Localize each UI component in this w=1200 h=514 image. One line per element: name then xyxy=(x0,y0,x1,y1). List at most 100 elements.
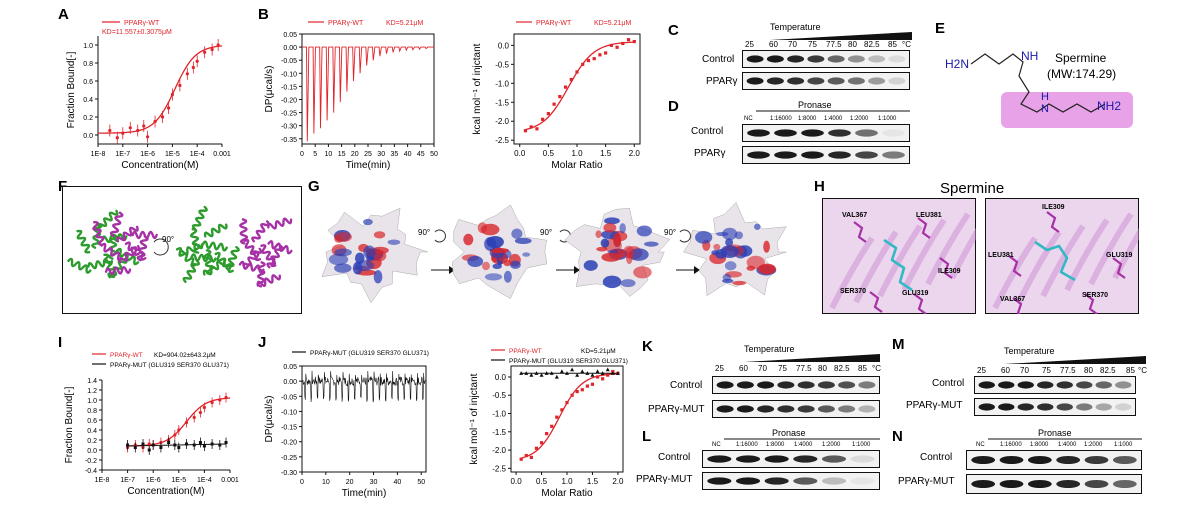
x-tick-label: 1E-6 xyxy=(140,151,155,158)
blot-band xyxy=(757,405,775,413)
y-tick-label: 0.05 xyxy=(283,364,297,371)
blot-band xyxy=(1076,403,1093,411)
x-axis-title: Time(min) xyxy=(346,160,391,171)
kd-label: KD=5.21μM xyxy=(581,348,616,355)
y-tick-label: -2.0 xyxy=(495,117,509,126)
blot-band xyxy=(817,405,835,413)
pronase-ticks: NC 1:16000 1:8000 1:4000 1:2000 1:1000 xyxy=(702,442,882,452)
blot-row-label: PPARγ xyxy=(694,148,726,159)
panel-letter-b: B xyxy=(258,6,269,23)
blot-c-ppar xyxy=(742,72,910,90)
blot-frame xyxy=(742,124,910,142)
helix xyxy=(251,220,270,243)
surface-patch xyxy=(595,230,602,238)
y-tick-label: -0.35 xyxy=(281,137,297,144)
helix xyxy=(131,230,158,240)
blot-band xyxy=(1056,403,1073,411)
blot-band xyxy=(746,55,764,63)
x-tick-label: 50 xyxy=(430,151,438,158)
spermine-structure: H2N NH H N NH2 Spermine (MW:174.29) xyxy=(945,49,1133,128)
surface-patch xyxy=(509,260,521,269)
y-tick-label: 1.4 xyxy=(87,378,97,385)
legend-label: PPARγ-WT xyxy=(110,352,143,359)
surface-patch xyxy=(371,246,389,255)
data-point xyxy=(178,83,182,88)
y-axis-title: Fraction Bound[-] xyxy=(66,51,77,128)
data-point xyxy=(575,70,579,74)
x-tick-label: 1E-6 xyxy=(146,477,161,484)
data-point xyxy=(202,405,206,410)
residue-label: SER370 xyxy=(1082,292,1109,299)
data-point xyxy=(559,369,564,374)
helix xyxy=(243,239,262,262)
blot-band xyxy=(858,405,876,413)
data-point xyxy=(539,441,544,445)
x-tick-label: 50 xyxy=(417,479,425,486)
residue-label: GLU319 xyxy=(902,290,929,297)
blot-row-label: PPARγ-MUT xyxy=(648,404,705,415)
fit-line-mut xyxy=(127,443,227,447)
blot-band xyxy=(847,55,865,63)
x-tick-label: 2.0 xyxy=(629,149,641,158)
chart-a: 1E-8 1E-7 1E-6 1E-5 1E-4 0.001 0.0 0.2 0.4 0.6 0.8… xyxy=(66,20,231,171)
kd-label: KD=5.21μM xyxy=(386,20,423,27)
data-point xyxy=(595,369,600,374)
y-tick-label: -1.0 xyxy=(495,79,509,88)
x-tick-label: 35 xyxy=(391,151,399,158)
residue-label: GLU319 xyxy=(1106,252,1133,259)
amine-n: N xyxy=(1041,103,1049,115)
data-point xyxy=(184,420,189,425)
blot-band xyxy=(766,55,784,63)
data-point xyxy=(147,448,151,452)
x-tick-label: 0.0 xyxy=(514,149,526,158)
protein-views: 90° xyxy=(62,186,302,314)
surface-patch xyxy=(619,223,626,234)
panel-letter-m: M xyxy=(892,336,905,353)
helix xyxy=(191,205,208,231)
y-tick-label: 0.4 xyxy=(83,97,93,104)
data-point xyxy=(202,444,206,448)
data-point xyxy=(198,410,203,415)
panel-letter-i: I xyxy=(58,334,63,351)
blot-band xyxy=(801,151,824,159)
residue-stick xyxy=(917,217,931,239)
temp-label: 75 xyxy=(1042,366,1051,375)
blot-band xyxy=(882,129,905,137)
data-point xyxy=(621,41,625,46)
data-point xyxy=(529,125,533,129)
panel-letter-g: G xyxy=(308,178,320,195)
temperature-title: Temperature xyxy=(770,22,821,32)
blot-band xyxy=(774,151,797,159)
residue-label: SER370 xyxy=(840,288,867,295)
y-tick-label: -0.10 xyxy=(281,71,297,78)
data-point xyxy=(534,371,539,375)
fit-curve-wt xyxy=(127,397,231,447)
blot-band xyxy=(707,455,732,463)
blot-band xyxy=(978,403,995,411)
helix xyxy=(203,249,214,276)
kd-label: KD=904.02±643.2μM xyxy=(154,352,216,359)
blot-band xyxy=(882,151,905,159)
blot-band xyxy=(888,55,906,63)
panel-letter-l: L xyxy=(642,428,652,445)
residue-stick xyxy=(1046,211,1060,233)
residue-stick xyxy=(913,293,927,314)
y-tick-label: -2.5 xyxy=(492,464,506,473)
data-point xyxy=(560,408,564,412)
temperature-wedge xyxy=(1004,356,1146,364)
surface-patch xyxy=(492,263,502,270)
blot-band xyxy=(838,405,856,413)
pronase-rule xyxy=(724,438,880,440)
blot-band xyxy=(1017,381,1034,389)
x-tick-label: 1E-7 xyxy=(115,151,130,158)
y-tick-label: 0.8 xyxy=(87,408,97,415)
surface-patch xyxy=(716,231,729,237)
data-point xyxy=(590,372,595,377)
blot-band xyxy=(1027,456,1052,464)
panel-letter-a: A xyxy=(58,6,69,23)
rotation-angle: 90° xyxy=(162,235,174,244)
blot-m-control xyxy=(974,376,1136,394)
ratio-label: NC xyxy=(712,442,721,448)
data-point xyxy=(535,127,539,131)
surface-patch xyxy=(725,238,734,247)
